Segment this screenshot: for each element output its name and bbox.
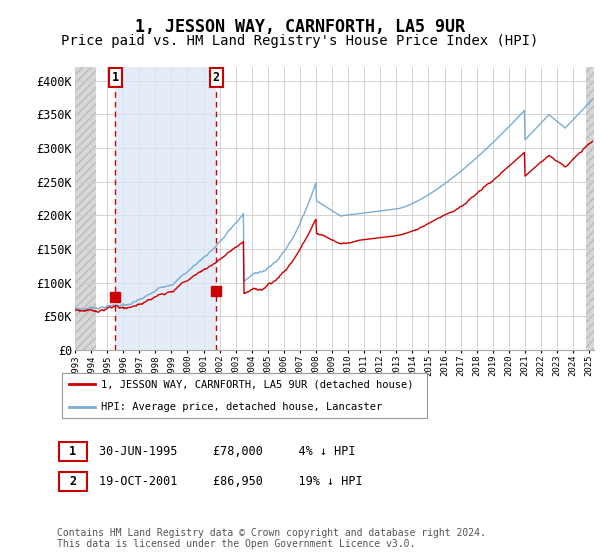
Text: HPI: Average price, detached house, Lancaster: HPI: Average price, detached house, Lanc… [101,402,382,412]
Text: 1: 1 [69,445,76,458]
FancyBboxPatch shape [62,373,427,418]
Bar [586,67,594,350]
Text: Price paid vs. HM Land Registry's House Price Index (HPI): Price paid vs. HM Land Registry's House … [61,34,539,48]
Text: 1, JESSON WAY, CARNFORTH, LA5 9UR: 1, JESSON WAY, CARNFORTH, LA5 9UR [135,18,465,36]
Bar [75,67,96,350]
Text: 2: 2 [213,71,220,84]
Bar [115,67,217,350]
Text: 2: 2 [69,475,76,488]
Text: 19-OCT-2001     £86,950     19% ↓ HPI: 19-OCT-2001 £86,950 19% ↓ HPI [99,475,362,488]
Text: 1, JESSON WAY, CARNFORTH, LA5 9UR (detached house): 1, JESSON WAY, CARNFORTH, LA5 9UR (detac… [101,379,413,389]
Text: 1: 1 [112,71,119,84]
Text: 30-JUN-1995     £78,000     4% ↓ HPI: 30-JUN-1995 £78,000 4% ↓ HPI [99,445,355,458]
Text: Contains HM Land Registry data © Crown copyright and database right 2024.
This d: Contains HM Land Registry data © Crown c… [57,528,486,549]
